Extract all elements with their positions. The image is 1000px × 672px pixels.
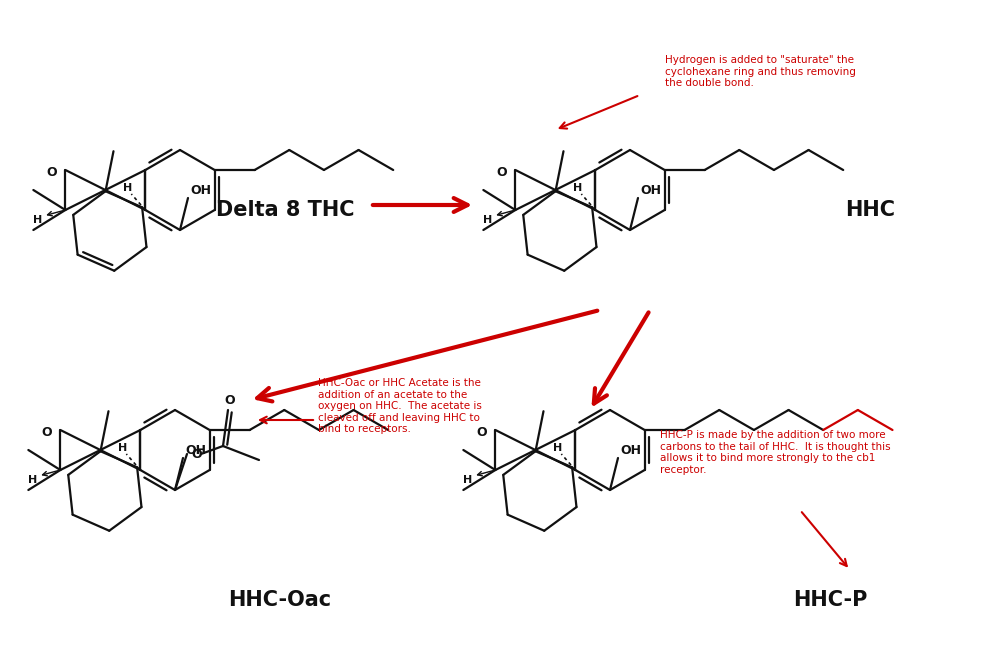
- Text: OH: OH: [640, 183, 661, 196]
- Text: O: O: [496, 165, 507, 179]
- Text: H: H: [553, 443, 562, 453]
- Text: HHC-Oac: HHC-Oac: [228, 590, 332, 610]
- Text: H: H: [123, 183, 132, 193]
- Text: OH: OH: [190, 183, 211, 196]
- Text: H: H: [28, 475, 37, 485]
- Text: H: H: [573, 183, 582, 193]
- Text: Hydrogen is added to "saturate" the
cyclohexane ring and thus removing
the doubl: Hydrogen is added to "saturate" the cycl…: [665, 55, 856, 88]
- Text: HHC-P is made by the addition of two more
carbons to the tail of HHC.  It is tho: HHC-P is made by the addition of two mor…: [660, 430, 891, 475]
- Text: HHC: HHC: [845, 200, 895, 220]
- Text: H: H: [118, 443, 127, 453]
- Text: O: O: [41, 425, 52, 439]
- Text: O: O: [476, 425, 487, 439]
- Text: O: O: [46, 165, 57, 179]
- Text: H: H: [483, 215, 492, 225]
- Text: H: H: [33, 215, 42, 225]
- Text: O: O: [192, 448, 202, 460]
- Text: OH: OH: [185, 444, 206, 456]
- Text: H: H: [463, 475, 472, 485]
- Text: HHC-P: HHC-P: [793, 590, 867, 610]
- Text: O: O: [225, 394, 235, 407]
- Text: HHC-Oac or HHC Acetate is the
addition of an acetate to the
oxygen on HHC.  The : HHC-Oac or HHC Acetate is the addition o…: [318, 378, 482, 434]
- Text: Delta 8 THC: Delta 8 THC: [216, 200, 354, 220]
- Text: OH: OH: [620, 444, 641, 456]
